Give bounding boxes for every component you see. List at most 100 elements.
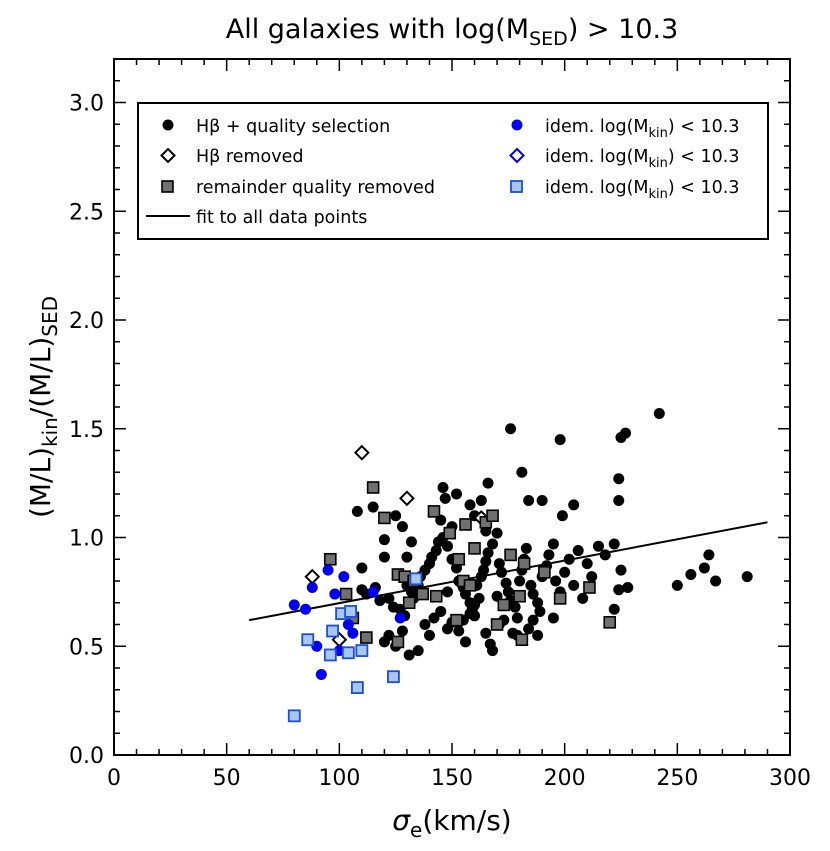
- data-point-circle-s3: [329, 588, 341, 600]
- data-point-circle-s0: [698, 562, 710, 574]
- data-point-circle-s0: [547, 538, 559, 550]
- y-tick-label: 0.0: [69, 744, 104, 769]
- data-point-circle-s0: [568, 579, 580, 591]
- data-point-circle-s0: [453, 625, 465, 637]
- data-point-square-s5: [326, 624, 339, 638]
- data-point-circle-s0: [464, 608, 476, 620]
- data-point-circle-s0: [577, 592, 589, 604]
- axis-tick-labels: 0 50 100 150 200 250 300 0.0 0.5 1.0 1.5 2.0 2.5 3.0: [69, 92, 811, 792]
- data-point-circle-s0: [412, 645, 424, 657]
- data-point-circle-s0: [514, 575, 526, 587]
- data-point-circle-s0: [559, 566, 571, 578]
- data-point-square-s2: [583, 581, 596, 594]
- data-point-circle-s0: [622, 582, 634, 594]
- y-tick-label: 1.5: [69, 418, 104, 443]
- fit-line: [249, 521, 768, 622]
- data-point-circle-s0: [478, 564, 490, 576]
- data-point-square-s5: [387, 670, 400, 684]
- x-tick-label: 200: [544, 766, 586, 791]
- data-point-circle-s0: [430, 545, 442, 557]
- data-point-circle-s0: [532, 597, 544, 609]
- data-point-circle-s0: [396, 625, 408, 637]
- y-tick-label: 1.0: [69, 527, 104, 552]
- data-point-circle-s0: [378, 551, 390, 563]
- data-point-circle-s3: [338, 571, 350, 583]
- x-tick-label: 0: [107, 766, 121, 791]
- legend-marker-quality-removed: [161, 180, 174, 193]
- data-point-square-s5: [344, 605, 358, 618]
- data-point-square-s5: [355, 644, 369, 657]
- data-point-circle-s0: [435, 605, 447, 617]
- data-point-square-s2: [504, 548, 517, 562]
- data-point-circle-s3: [300, 603, 312, 615]
- data-point-circle-s0: [378, 534, 390, 546]
- data-point-square-s2: [479, 515, 493, 529]
- data-point-circle-s0: [685, 568, 697, 580]
- data-point-circle-s0: [464, 499, 476, 511]
- data-point-circle-s0: [509, 601, 521, 613]
- data-point-circle-s0: [480, 627, 492, 639]
- data-point-circle-s0: [563, 553, 575, 565]
- data-point-circle-s0: [511, 612, 523, 624]
- data-point-square-s2: [450, 613, 463, 627]
- data-point-circle-s0: [502, 586, 514, 598]
- data-point-circle-s3: [322, 564, 334, 576]
- data-point-circle-s0: [423, 629, 435, 641]
- data-point-circle-s0: [547, 612, 559, 624]
- data-point-square-s2: [416, 587, 430, 601]
- data-point-circle-s0: [367, 501, 379, 513]
- legend-marker-idem-circle: [511, 119, 523, 131]
- data-point-circle-s0: [703, 549, 715, 561]
- data-point-circle-s0: [419, 619, 431, 630]
- data-point-square-s2: [603, 616, 617, 629]
- data-point-square-s2: [486, 509, 499, 523]
- data-point-circle-s0: [516, 466, 528, 478]
- data-point-circle-s0: [441, 540, 453, 552]
- data-points: [287, 408, 753, 723]
- data-point-circle-s0: [523, 623, 535, 635]
- data-point-circle-s0: [741, 571, 753, 583]
- data-point-square-s2: [324, 552, 337, 566]
- data-point-circle-s0: [534, 605, 546, 617]
- data-point-circle-s3: [306, 582, 318, 594]
- data-point-circle-s0: [473, 592, 485, 604]
- data-point-circle-s3: [315, 669, 327, 681]
- data-point-diamond-s1: [304, 568, 321, 585]
- data-point-circle-s3: [347, 627, 359, 639]
- data-point-circle-s0: [439, 492, 451, 504]
- data-point-circle-s0: [599, 549, 611, 561]
- data-point-circle-s0: [482, 477, 494, 489]
- data-point-circle-s0: [482, 547, 494, 559]
- data-point-square-s5: [323, 648, 337, 662]
- data-point-square-s2: [515, 633, 529, 647]
- x-tick-label: 300: [769, 766, 811, 791]
- data-point-circle-s0: [520, 542, 532, 554]
- data-point-circle-s0: [527, 588, 539, 600]
- data-point-circle-s0: [543, 549, 555, 561]
- data-point-square-s2: [339, 587, 353, 601]
- legend-marker-idem-diamond: [509, 147, 525, 164]
- data-point-circle-s0: [493, 558, 505, 570]
- data-point-square-s2: [517, 557, 531, 570]
- data-point-square-s5: [287, 709, 301, 723]
- data-point-square-s2: [490, 618, 504, 631]
- data-point-diamond-s1: [353, 444, 370, 461]
- data-point-circle-s0: [437, 481, 449, 493]
- data-point-circle-s0: [532, 629, 544, 641]
- data-point-circle-s3: [367, 586, 379, 598]
- data-point-circle-s0: [568, 499, 580, 511]
- data-point-circle-s0: [613, 495, 625, 507]
- data-point-square-s2: [459, 518, 472, 531]
- legend-marker-idem-square: [510, 180, 523, 193]
- data-point-circle-s0: [710, 575, 722, 587]
- legend-label-fit-line: fit to all data points: [196, 208, 367, 228]
- data-point-circle-s0: [487, 645, 499, 657]
- data-point-circle-s0: [374, 595, 386, 607]
- data-point-circle-s0: [383, 592, 395, 604]
- legend-label-quality-removed: remainder quality removed: [196, 178, 435, 198]
- data-point-square-s2: [443, 526, 457, 540]
- x-tick-label: 100: [318, 766, 360, 791]
- data-point-circle-s0: [608, 603, 620, 615]
- legend-label-hbeta-selection: Hβ + quality selection: [196, 117, 390, 137]
- data-point-square-s2: [427, 505, 441, 518]
